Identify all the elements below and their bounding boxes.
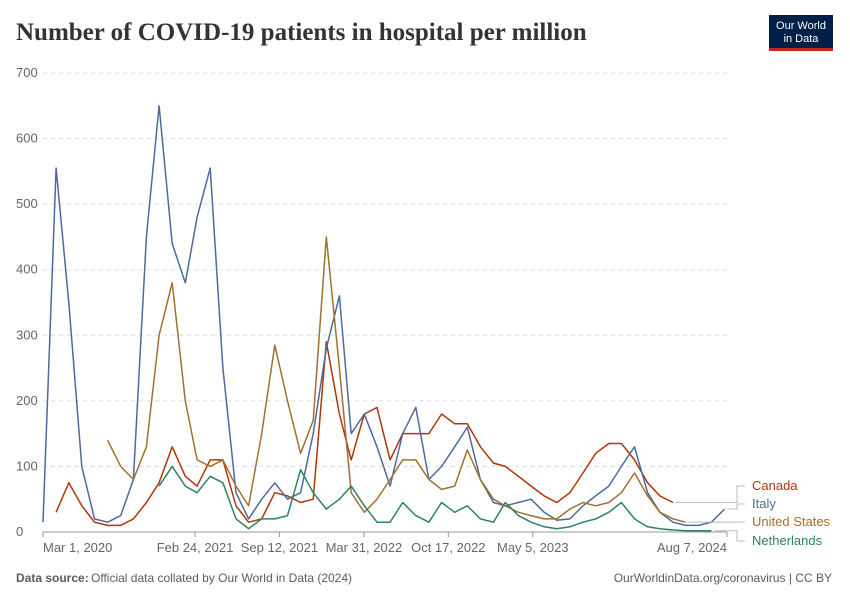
y-tick-label: 400: [16, 262, 38, 277]
series-line: [159, 466, 711, 530]
y-tick-label: 0: [16, 524, 23, 539]
series-label: Canada: [752, 478, 798, 493]
source-text: Official data collated by Our World in D…: [91, 571, 352, 585]
x-tick-label: Mar 1, 2020: [43, 540, 112, 555]
plot: 0 100 200 300 400 500 600 700 Mar 1, 2020 Feb 24,…: [16, 65, 831, 555]
label-connector: [676, 486, 745, 502]
logo-text: Our World: [776, 20, 826, 32]
x-tick-label: Aug 7, 2024: [657, 540, 727, 555]
y-tick-label: 700: [16, 65, 38, 80]
x-tick-label: Oct 17, 2022: [411, 540, 485, 555]
y-tick-label: 300: [16, 327, 38, 342]
source-label: Data source:: [16, 571, 89, 585]
x-tick-label: Mar 31, 2022: [326, 540, 403, 555]
x-tick-label: Feb 24, 2021: [157, 540, 234, 555]
logo-text: in Data: [784, 33, 820, 45]
label-connector: [727, 504, 745, 509]
y-tick-label: 600: [16, 131, 38, 146]
license: OurWorldinData.org/coronavirus | CC BY: [614, 571, 832, 585]
y-tick-label: 200: [16, 393, 38, 408]
series-line: [43, 106, 725, 526]
series-label: United States: [752, 514, 831, 529]
series-label: Italy: [752, 496, 776, 511]
series-label: Netherlands: [752, 533, 823, 548]
logo-bar: [769, 48, 833, 51]
series-line: [108, 237, 686, 522]
y-tick-label: 500: [16, 196, 38, 211]
x-tick-label: Sep 12, 2021: [241, 540, 318, 555]
y-tick-label: 100: [16, 458, 38, 473]
x-tick-label: May 5, 2023: [497, 540, 569, 555]
chart-title: Number of COVID-19 patients in hospital …: [16, 19, 587, 46]
